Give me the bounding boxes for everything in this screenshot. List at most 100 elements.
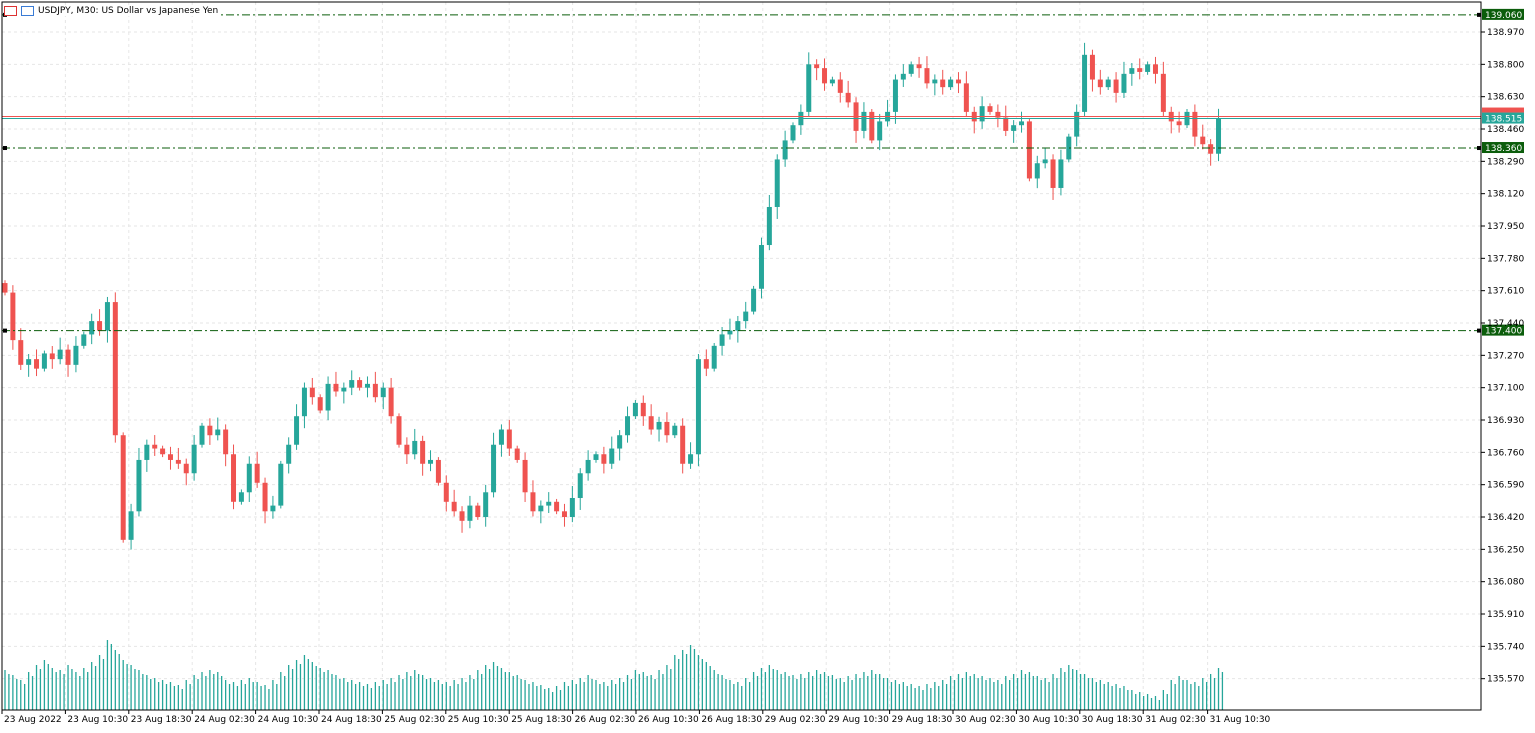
candle-body <box>97 321 103 331</box>
candle-body <box>152 444 158 449</box>
bid-label-bg <box>1482 112 1524 124</box>
candle-body <box>396 416 402 445</box>
candle-body <box>758 245 764 289</box>
candle-body <box>1042 159 1048 164</box>
x-tick-label: 24 Aug 18:30 <box>321 715 382 725</box>
candle-body <box>979 106 985 122</box>
candle-body <box>191 444 197 474</box>
candle-body <box>837 79 843 93</box>
y-tick-label: 138.800 <box>1487 60 1524 70</box>
candle-body <box>309 387 315 398</box>
chart-title-bar: USDJPY, M30: US Dollar vs Japanese Yen <box>4 6 222 16</box>
candle-body <box>278 463 284 506</box>
x-tick-label: 31 Aug 10:30 <box>1210 715 1271 725</box>
candle-body <box>593 454 599 460</box>
x-tick-label: 29 Aug 02:30 <box>765 715 826 725</box>
candle-body <box>372 383 378 398</box>
candle-body <box>412 440 418 455</box>
candle-body <box>656 421 662 430</box>
candle-body <box>672 425 678 436</box>
candle-body <box>1137 68 1143 72</box>
chart-list-icon[interactable] <box>4 6 17 16</box>
candle-body <box>388 387 394 417</box>
candle-body <box>207 425 213 436</box>
candle-body <box>286 444 292 464</box>
candle-body <box>703 359 709 369</box>
candle-body <box>104 302 110 331</box>
candle-body <box>2 283 8 293</box>
candle-body <box>1160 73 1166 112</box>
y-tick-label: 135.910 <box>1487 610 1524 620</box>
candle-body <box>10 292 16 341</box>
candle-body <box>751 288 757 312</box>
x-tick-label: 25 Aug 02:30 <box>384 715 445 725</box>
candle-body <box>183 463 189 474</box>
candle-body <box>782 140 788 160</box>
x-tick-label: 30 Aug 02:30 <box>955 715 1016 725</box>
candle-body <box>695 359 701 455</box>
y-tick-label: 136.930 <box>1487 416 1524 426</box>
candle-body <box>428 459 434 464</box>
candle-body <box>987 106 993 112</box>
candle-body <box>569 497 575 518</box>
candle-body <box>719 334 725 346</box>
candle-body <box>632 402 638 417</box>
candle-body <box>341 387 347 392</box>
level-label: 139.060 <box>1485 11 1522 21</box>
candle-body <box>522 459 528 493</box>
ask-label <box>1482 107 1524 113</box>
candle-body <box>1050 159 1056 188</box>
chart-title: USDJPY, M30: US Dollar vs Japanese Yen <box>38 6 219 16</box>
candle-body <box>238 492 244 502</box>
candle-body <box>869 111 875 141</box>
candle-body <box>254 463 260 483</box>
candle-body <box>112 302 118 436</box>
level-handle-right <box>1477 12 1481 17</box>
candle-body <box>766 206 772 246</box>
candle-body <box>160 448 166 455</box>
template-icon[interactable] <box>21 6 34 16</box>
candle-body <box>120 435 126 540</box>
y-tick-label: 137.950 <box>1487 222 1524 232</box>
candle-body <box>640 402 646 417</box>
candle-body <box>530 492 536 512</box>
candle-body <box>223 429 229 455</box>
y-tick-label: 137.270 <box>1487 351 1524 361</box>
horizontal-levels: 138.515 139.060 138.360 137.400 <box>2 8 1524 337</box>
candle-body <box>57 349 63 360</box>
x-tick-label: 24 Aug 10:30 <box>258 715 319 725</box>
candle-body <box>491 444 497 493</box>
candle-body <box>18 340 24 365</box>
candle-body <box>483 492 489 518</box>
x-tick-label: 25 Aug 18:30 <box>511 715 572 725</box>
candle-body <box>404 444 410 455</box>
candle-body <box>948 79 954 88</box>
candle-body <box>1003 117 1009 131</box>
y-tick-label: 136.250 <box>1487 545 1524 555</box>
candle-body <box>829 79 835 84</box>
level-handle-left <box>3 328 7 333</box>
candle-body <box>81 334 87 346</box>
candle-body <box>955 79 961 84</box>
candle-body <box>1066 136 1072 160</box>
x-tick-label: 24 Aug 02:30 <box>194 715 255 725</box>
candle-body <box>648 416 654 430</box>
candle-body <box>664 421 670 436</box>
x-tick-label: 29 Aug 10:30 <box>828 715 889 725</box>
y-tick-label: 138.120 <box>1487 190 1524 200</box>
candle-body <box>1019 121 1025 126</box>
plot-frame <box>1 1 1482 711</box>
candle-body <box>1113 79 1119 93</box>
candle-body <box>136 459 142 512</box>
candle-body <box>546 501 552 506</box>
level-label: 138.360 <box>1485 144 1522 154</box>
candle-body <box>625 416 631 436</box>
candle-body <box>822 68 828 84</box>
candle-body <box>435 459 441 483</box>
level-handle-left <box>3 146 7 151</box>
level-handle-right <box>1477 328 1481 333</box>
grid <box>2 2 1481 710</box>
candle-body <box>1129 68 1135 74</box>
candle-body <box>128 511 134 540</box>
